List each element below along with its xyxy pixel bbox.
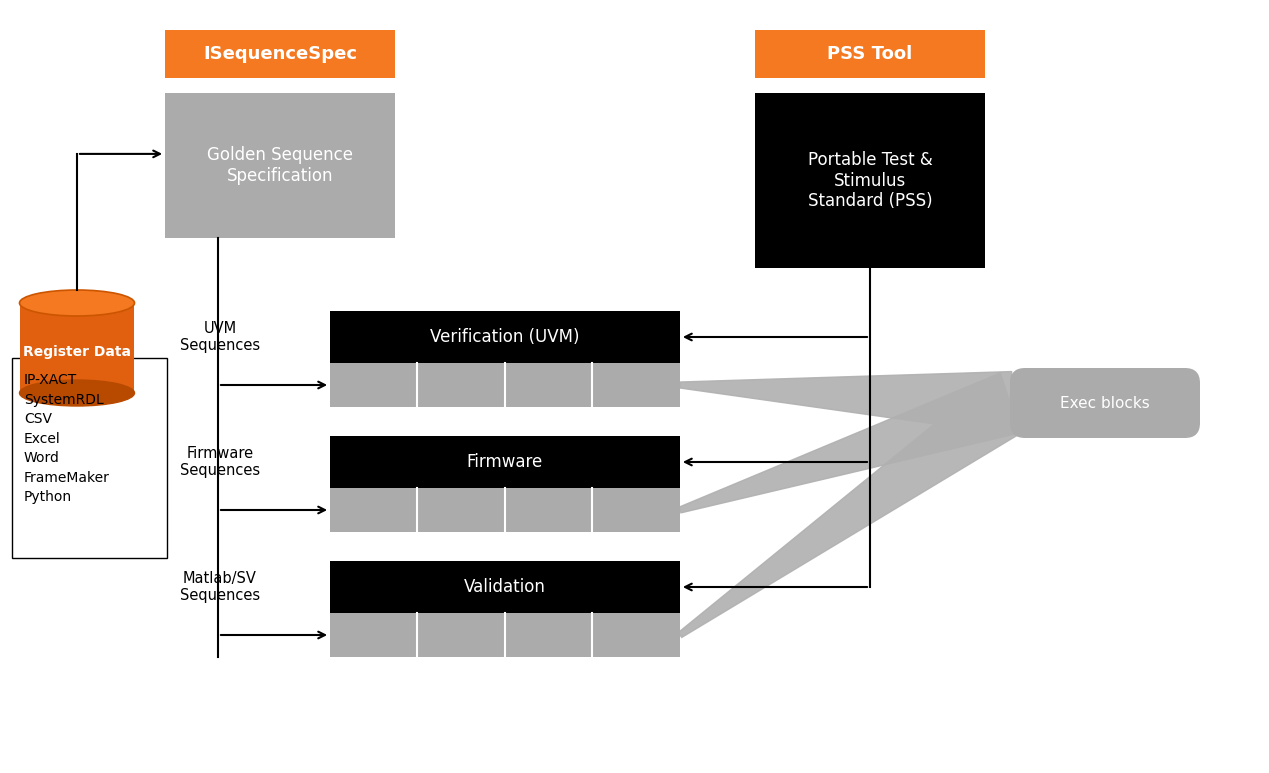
Text: PSS Tool: PSS Tool <box>827 45 912 63</box>
Polygon shape <box>680 372 1011 434</box>
Text: ISequenceSpec: ISequenceSpec <box>203 45 357 63</box>
Text: UVM
Sequences: UVM Sequences <box>180 321 260 353</box>
Bar <box>330 311 680 363</box>
Bar <box>330 436 680 488</box>
Bar <box>330 561 680 613</box>
Text: Register Data: Register Data <box>23 345 131 359</box>
Bar <box>165 30 395 78</box>
Text: Validation: Validation <box>464 578 546 596</box>
Text: Portable Test &
Stimulus
Standard (PSS): Portable Test & Stimulus Standard (PSS) <box>807 151 933 210</box>
Polygon shape <box>678 377 1028 638</box>
FancyBboxPatch shape <box>1010 368 1200 438</box>
Text: Exec blocks: Exec blocks <box>1060 396 1150 410</box>
Text: Firmware: Firmware <box>467 453 543 471</box>
Bar <box>19 303 135 393</box>
Text: IP-XACT
SystemRDL
CSV
Excel
Word
FrameMaker
Python: IP-XACT SystemRDL CSV Excel Word FrameMa… <box>24 373 110 504</box>
Ellipse shape <box>19 380 135 406</box>
Bar <box>330 488 680 532</box>
Bar <box>330 363 680 407</box>
Bar <box>755 93 985 268</box>
Ellipse shape <box>19 290 135 316</box>
Bar <box>330 613 680 657</box>
Text: Matlab/SV
Sequences: Matlab/SV Sequences <box>180 570 260 603</box>
Text: Firmware
Sequences: Firmware Sequences <box>180 446 260 478</box>
Bar <box>755 30 985 78</box>
Bar <box>165 93 395 238</box>
Text: Golden Sequence
Specification: Golden Sequence Specification <box>207 146 353 185</box>
Bar <box>11 358 168 558</box>
Text: Verification (UVM): Verification (UVM) <box>430 328 580 346</box>
Polygon shape <box>679 373 1020 512</box>
